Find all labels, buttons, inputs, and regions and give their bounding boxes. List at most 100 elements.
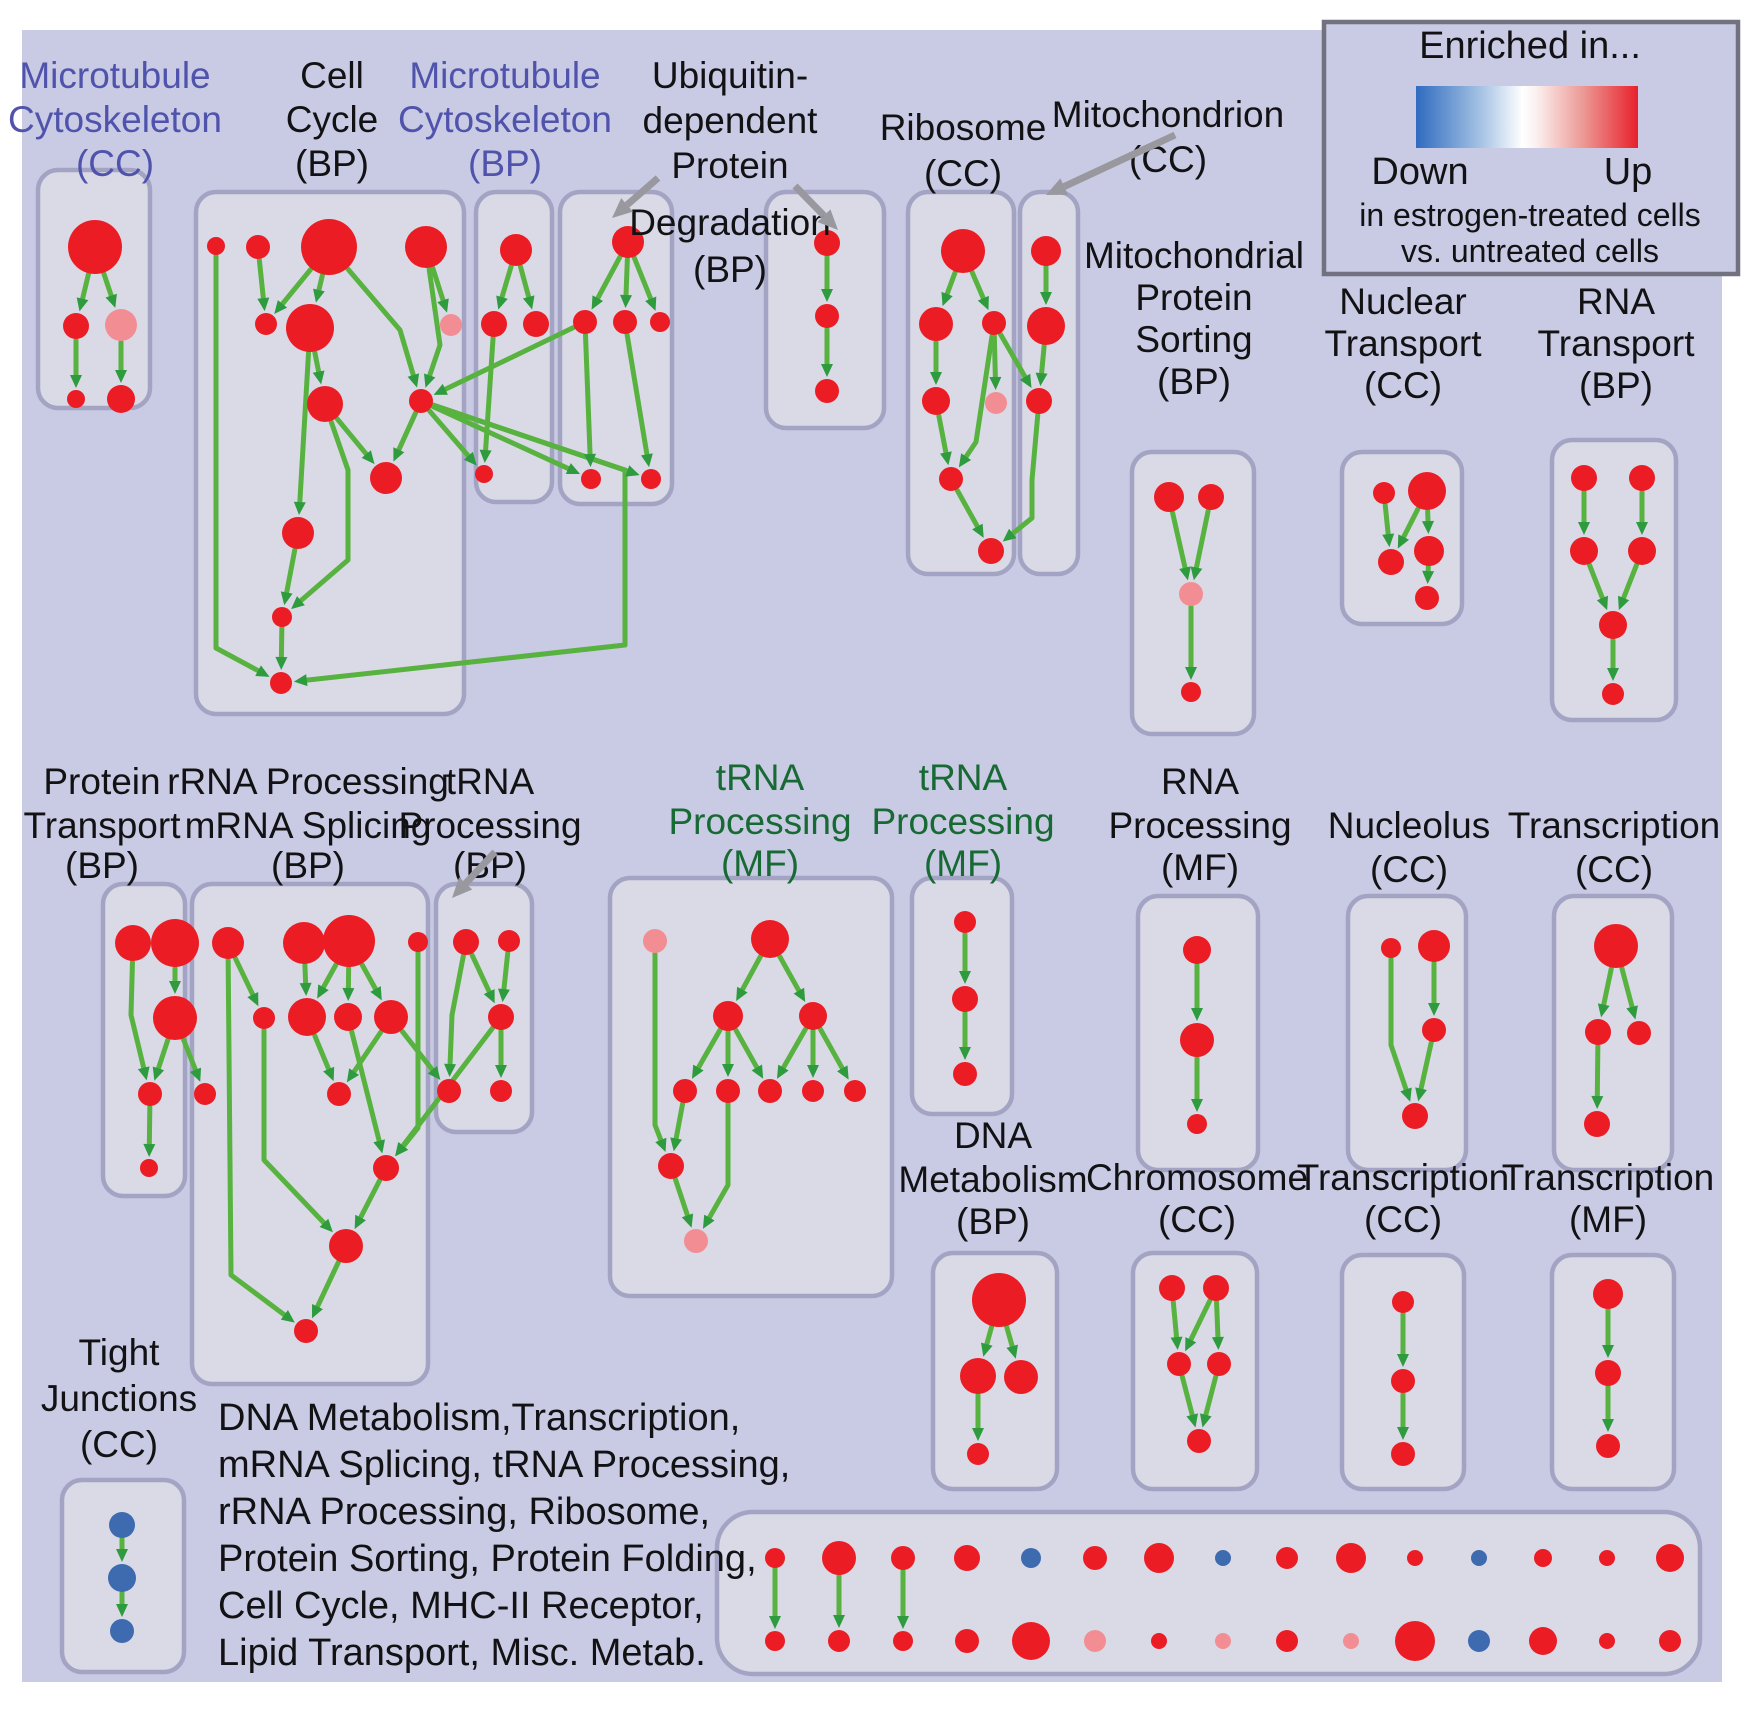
edge-arrow-ch4-ch5 bbox=[1203, 1374, 1219, 1418]
go-term-node-tm1a-pink bbox=[643, 929, 667, 953]
go-term-node-ms3-pink bbox=[1179, 582, 1203, 606]
cluster-label-microtubule-bp-line1: Microtubule bbox=[409, 55, 600, 96]
cluster-label-microtubule-cc-line2: Cytoskeleton bbox=[8, 99, 222, 140]
cluster-label-rrna-mrna-line3: (BP) bbox=[271, 845, 345, 886]
go-term-node-rq7-red bbox=[334, 1003, 362, 1031]
edge-arrow-ms2-ms3-head bbox=[1190, 566, 1203, 581]
edge-arrow-cc3-cc6-head bbox=[313, 288, 325, 303]
go-term-node-cc9-red bbox=[409, 389, 433, 413]
go-term-node-cc13-red bbox=[270, 672, 292, 694]
go-term-node-bbt3-red bbox=[891, 1546, 915, 1570]
edge-arrow-bbt2-bbb2-head bbox=[833, 1615, 845, 1628]
cluster-label-mito-sorting-line2: Protein bbox=[1135, 277, 1252, 318]
edge-arrow-ua1-ua3-head bbox=[620, 294, 633, 309]
edge-arrow-cc6-cc8 bbox=[312, 350, 322, 375]
cluster-label-ribosome-line2: (CC) bbox=[924, 153, 1002, 194]
edge-arrow-tm1j-tm1k-head bbox=[681, 1213, 694, 1228]
go-term-node-rq4-red bbox=[408, 932, 428, 952]
go-term-node-ch5-red bbox=[1187, 1429, 1211, 1453]
cluster-label-trna-mf-1-line2: Processing bbox=[668, 801, 851, 842]
edge-arrow-cc9-cc10-head bbox=[393, 447, 405, 462]
edge-arrow-rq3-rq6-head bbox=[317, 984, 329, 999]
mixed-terms-note-line6: Lipid Transport, Misc. Metab. bbox=[218, 1632, 706, 1674]
cluster-label-transcription-cc2-line1: Transcription bbox=[1297, 1157, 1509, 1198]
go-term-node-cc4-red bbox=[405, 226, 447, 268]
label-pointer-arrow-ubiquitin-right bbox=[792, 183, 827, 219]
cluster-label-rna-transport-line2: Transport bbox=[1538, 323, 1696, 364]
edge-arrow-rq11-rq12 bbox=[314, 1259, 341, 1310]
cluster-label-cell-cycle-line1: Cell bbox=[300, 55, 364, 96]
mixed-terms-note-line5: Cell Cycle, MHC-II Receptor, bbox=[218, 1585, 704, 1627]
edge-arrow-rq3-rq6 bbox=[320, 962, 339, 990]
edge-arrow-nt2-nt4-head bbox=[1422, 520, 1434, 535]
edge-arrow-rib1-rib3 bbox=[969, 269, 986, 301]
go-term-node-cc2-red bbox=[246, 235, 270, 259]
cluster-label-dna-metabolism-line3: (BP) bbox=[956, 1201, 1030, 1242]
cluster-label-protein-transport-line2: Transport bbox=[24, 805, 182, 846]
go-term-node-rt2-red bbox=[1629, 465, 1655, 491]
go-term-node-tm1k-pink bbox=[684, 1229, 708, 1253]
edge-arrow-dm1-dm2 bbox=[984, 1324, 995, 1347]
go-term-node-tm1g-red bbox=[758, 1079, 782, 1103]
edge-arrow-rib1-rib3-head bbox=[977, 295, 989, 311]
go-term-node-bbb4-red bbox=[955, 1629, 979, 1653]
edge-arrow-tm1f-tm1k-head bbox=[702, 1214, 715, 1229]
edge-arrow-rib3-rib6 bbox=[963, 333, 995, 460]
cluster-label-mito-sorting-line3: Sorting bbox=[1135, 319, 1252, 360]
edge-arrow-nu3-nu4 bbox=[1418, 1040, 1434, 1092]
go-term-node-ua1-red bbox=[612, 226, 644, 258]
edge-arrow-tb3-rq10-head bbox=[395, 1142, 408, 1157]
go-term-node-nu2-red bbox=[1418, 930, 1450, 962]
label-pointer-arrow-trna-bp-head bbox=[452, 877, 473, 898]
go-term-node-rq3-red bbox=[323, 915, 375, 967]
legend-gradient-bar bbox=[1416, 86, 1638, 148]
edge-arrow-tc1a-tc1b-head bbox=[1597, 1003, 1610, 1018]
edge-arrow-rq10-rq11 bbox=[358, 1177, 383, 1221]
edge-arrow-pt1-pt4-head bbox=[137, 1066, 150, 1081]
edge-arrow-tj2-tj3-head bbox=[116, 1604, 128, 1617]
go-term-node-tj1-blue bbox=[109, 1512, 135, 1538]
edge-arrow-nt2-nt3 bbox=[1401, 506, 1421, 540]
cluster-label-rna-processing-mf-line3: (MF) bbox=[1161, 847, 1239, 888]
go-term-node-rp1-red bbox=[1183, 936, 1211, 964]
edge-arrow-ch2-ch4 bbox=[1214, 1299, 1221, 1340]
edge-arrow-tm1c-tm1g bbox=[733, 1027, 760, 1070]
go-term-node-rp2-red bbox=[1180, 1023, 1214, 1057]
edge-arrow-ua1-ua2-head bbox=[591, 295, 604, 310]
go-term-node-tm1c-red bbox=[713, 1001, 743, 1031]
go-term-node-bbt10-red bbox=[1336, 1543, 1366, 1573]
edge-arrow-ch2-ch3 bbox=[1188, 1298, 1213, 1343]
go-term-node-tj3-blue bbox=[110, 1619, 134, 1643]
edge-arrow-pt4-pt5-head bbox=[143, 1143, 156, 1158]
go-term-node-tc1b-red bbox=[1585, 1019, 1611, 1045]
edge-arrow-bbt3-bbb3-head bbox=[897, 1616, 909, 1629]
go-term-node-tm1j-red bbox=[658, 1153, 684, 1179]
edge-arrow-rt3-rt5 bbox=[1586, 562, 1605, 601]
cluster-box-transcription-cc1 bbox=[1551, 893, 1675, 1173]
cluster-label-transcription-mf-line2: (MF) bbox=[1569, 1199, 1647, 1240]
mixed-terms-note-line3: rRNA Processing, Ribosome, bbox=[218, 1491, 710, 1533]
label-pointer-arrow-ubiquitin-left-head bbox=[612, 198, 633, 218]
go-term-node-cc10-red bbox=[370, 462, 402, 494]
edge-arrow-mcc1-mcc2-head bbox=[76, 297, 89, 312]
edge-arrow-cc6-cc11-head bbox=[293, 501, 306, 516]
go-term-node-bbt11-red bbox=[1407, 1550, 1423, 1566]
go-term-node-rq0-red bbox=[194, 1083, 216, 1105]
edge-arrow-mbp2-mbp4 bbox=[483, 335, 496, 453]
edge-arrow-rq3-rq8-head bbox=[370, 986, 382, 1001]
go-term-node-mbp3-red bbox=[523, 311, 549, 337]
edge-arrow-ua1-ua3 bbox=[623, 256, 630, 298]
go-term-node-mit3-red bbox=[1026, 388, 1052, 414]
edge-arrow-mcc1-mcc3-head bbox=[105, 293, 117, 308]
go-term-node-cc11-red bbox=[282, 517, 314, 549]
edge-arrow-tb1-tb4-head bbox=[444, 1063, 457, 1078]
edge-arrow-pt1-pt4 bbox=[128, 959, 147, 1071]
edge-arrow-pt3-pt4 bbox=[155, 1037, 171, 1071]
edge-arrow-mit3-rib7-head bbox=[1002, 528, 1017, 542]
go-term-node-rq12-red bbox=[294, 1319, 318, 1343]
cluster-label-rna-transport-line1: RNA bbox=[1577, 281, 1655, 322]
cluster-label-mito-sorting-line1: Mitochondrial bbox=[1084, 235, 1304, 276]
go-term-node-tc2b-red bbox=[1391, 1369, 1415, 1393]
edge-arrow-cc9-mbp4-head bbox=[463, 451, 477, 466]
go-term-node-ub2-red bbox=[815, 304, 839, 328]
